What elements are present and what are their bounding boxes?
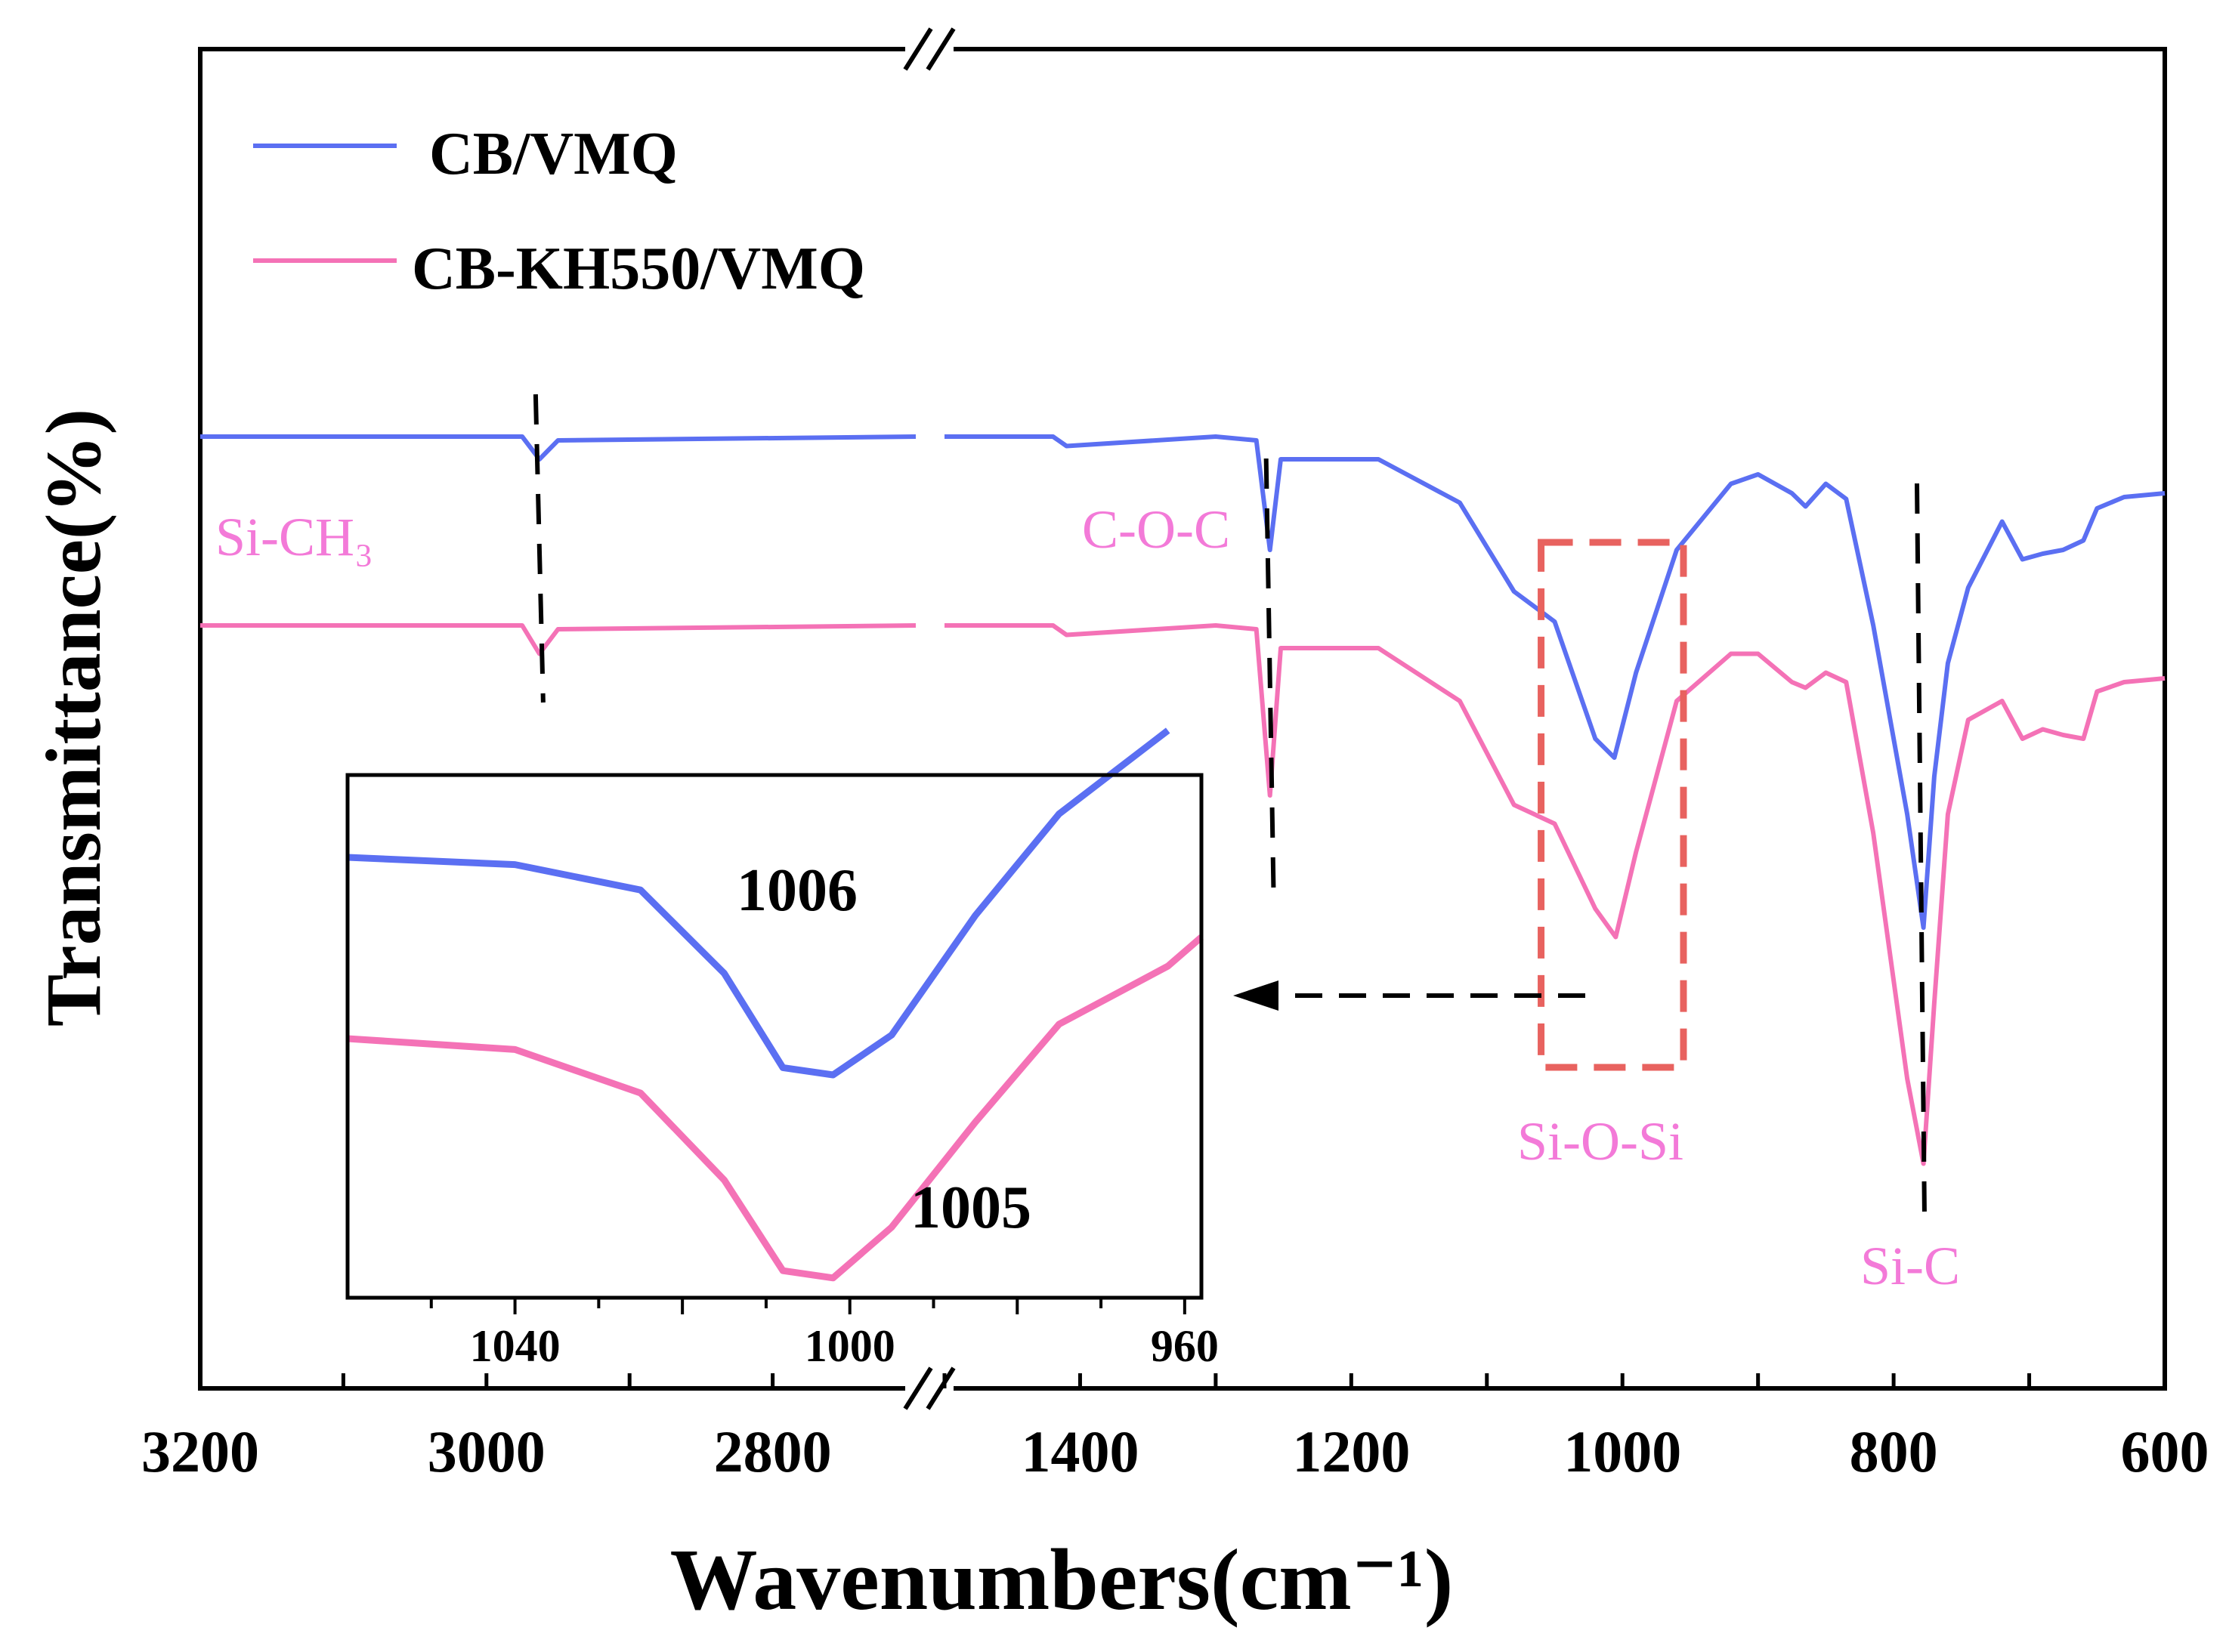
annotation-si-c: Si-C (1860, 1236, 1960, 1296)
inset-x-tick-labels: 1040 1000 960 (470, 1321, 1219, 1371)
inset-x-ticks (429, 1298, 1186, 1314)
axis-break-mark (903, 1366, 933, 1410)
inset-series-group (347, 727, 1204, 1282)
peak-marker-line-2963 (533, 394, 546, 703)
inset-frame (345, 773, 1204, 1300)
legend-label-cb-vmq: CB/VMQ (429, 121, 678, 187)
zoom-arrow (1233, 980, 1585, 1011)
peak-marker-line-780 (1915, 483, 1927, 1218)
y-axis-title: Transmittance(%) (30, 409, 117, 1027)
annotation-c-o-c: C-O-C (1082, 499, 1230, 560)
axis-break-mark (926, 27, 956, 71)
series-cb-kh550-vmq-left (200, 623, 917, 656)
x-tick-label-1000: 1000 (1563, 1419, 1681, 1484)
axis-break-mark (926, 1366, 956, 1410)
legend-label-cb-kh550-vmq: CB-KH550/VMQ (412, 236, 865, 302)
axis-break-mark (903, 27, 933, 71)
x-tick-label-3000: 3000 (428, 1419, 546, 1484)
x-tick-label-2800: 2800 (714, 1419, 832, 1484)
inset-tick-label-1000: 1000 (805, 1321, 895, 1371)
annotation-si-ch3: Si-CH₃ (215, 507, 373, 567)
series-cb-vmq-right (945, 434, 2166, 930)
annotation-si-o-si: Si-O-Si (1517, 1111, 1683, 1172)
x-axis-title: Wavenumbers(cm⁻¹) (670, 1532, 1454, 1629)
x-axis-ticks (198, 1373, 2167, 1388)
inset-series-cb-kh550-vmq (347, 934, 1204, 1282)
peak-marker-line-1260 (1263, 458, 1276, 900)
inset-tick-label-960: 960 (1151, 1321, 1219, 1371)
inset-peak-label-1005: 1005 (910, 1175, 1031, 1241)
inset-background (348, 775, 1201, 1298)
x-tick-label-800: 800 (1850, 1419, 1938, 1484)
zoom-arrow-head (1233, 980, 1278, 1011)
plot-frame (198, 27, 2167, 1410)
series-cb-vmq-left (200, 434, 917, 462)
x-tick-label-600: 600 (2121, 1419, 2209, 1484)
inset-zoom-plot: 1040 1000 960 1006 1005 (345, 727, 1219, 1371)
inset-peak-label-1006: 1006 (737, 857, 858, 924)
inset-tick-label-1040: 1040 (470, 1321, 561, 1371)
x-tick-label-1200: 1200 (1292, 1419, 1410, 1484)
x-tick-label-1400: 1400 (1021, 1419, 1139, 1484)
peak-marker-lines (533, 394, 1927, 1218)
series-cb-kh550-vmq-right (945, 623, 2166, 1166)
legend: CB/VMQ CB-KH550/VMQ (253, 121, 865, 302)
si-o-si-highlight-box (1538, 539, 1687, 1071)
inset-series-cb-vmq (347, 727, 1170, 1079)
series-group (200, 434, 2166, 1166)
x-axis-tick-labels: 3200 3000 2800 1400 1200 1000 800 600 (141, 1419, 2209, 1484)
x-tick-label-3200: 3200 (141, 1419, 259, 1484)
